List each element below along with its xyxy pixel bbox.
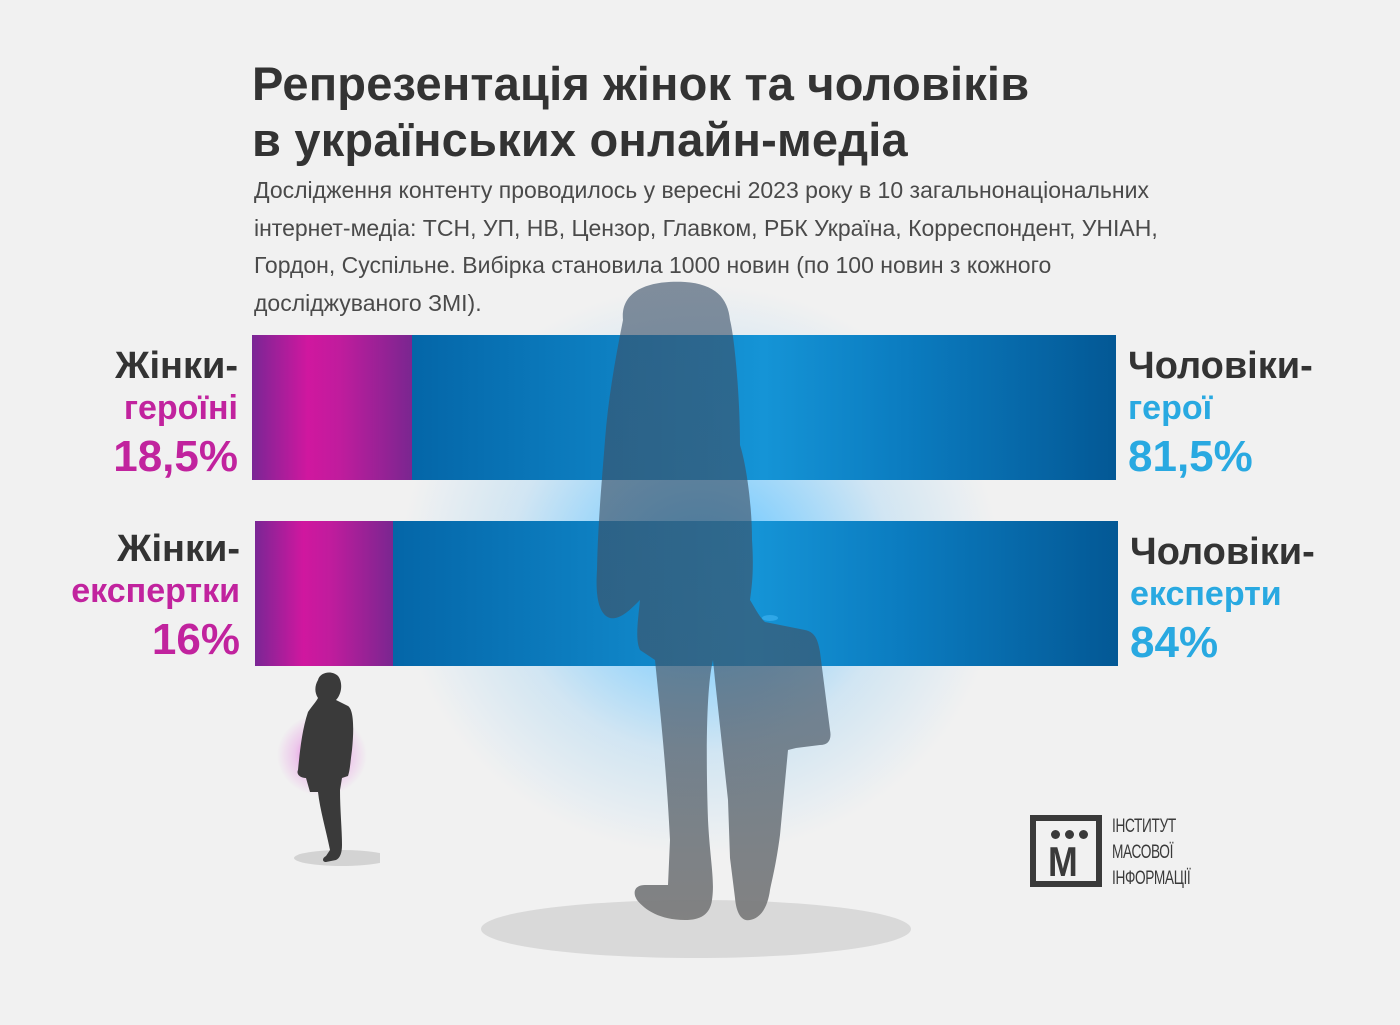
label-women-heroes-line1: Жінки- (115, 345, 238, 387)
label-women-experts-line2: експертки (71, 572, 240, 610)
logo-mark-icon: М (1030, 815, 1102, 887)
label-men-heroes-line2: герої (1128, 389, 1213, 427)
label-women-experts-line1: Жінки- (117, 528, 240, 570)
logo-line-3: ІНФОРМАЦІЇ (1112, 868, 1191, 889)
woman-silhouette-icon (294, 672, 380, 866)
logo-line-1: ІНСТИТУТ (1112, 816, 1176, 837)
bar-segment-men-heroes (412, 335, 1116, 480)
bar-heroes (252, 335, 1116, 480)
label-men-heroes-line1: Чоловіки- (1128, 345, 1313, 387)
logo-dots (1051, 830, 1088, 839)
value-women-heroes: 18,5% (113, 432, 238, 481)
logo-text: ІНСТИТУТ МАСОВОЇ ІНФОРМАЦІЇ (1112, 814, 1191, 892)
value-men-experts: 84% (1130, 618, 1219, 667)
bar-segment-women-experts (255, 521, 393, 666)
logo-glyph: М (1048, 838, 1078, 885)
chart-subtitle: Дослідження контенту проводилось у верес… (254, 177, 1158, 316)
label-men-experts-line1: Чоловіки- (1130, 531, 1315, 573)
label-men-heroes: Чоловіки- герої 81,5% (1128, 344, 1313, 486)
value-men-heroes: 81,5% (1128, 432, 1253, 481)
logo-line-2: МАСОВОЇ (1112, 842, 1174, 863)
chart-title: Репрезентація жінок та чоловіків в украї… (252, 56, 1029, 168)
bar-segment-women-heroes (252, 335, 412, 480)
value-women-experts: 16% (151, 615, 240, 664)
title-line-1: Репрезентація жінок та чоловіків (252, 57, 1030, 110)
title-line-2: в українських онлайн-медіа (252, 113, 908, 166)
imi-logo: М ІНСТИТУТ МАСОВОЇ ІНФОРМАЦІЇ (1030, 815, 1221, 892)
label-women-heroes: Жінки- героїні 18,5% (113, 344, 238, 486)
label-men-experts-line2: експерти (1130, 575, 1282, 613)
label-women-heroes-line2: героїні (123, 389, 238, 427)
label-men-experts: Чоловіки- експерти 84% (1130, 530, 1315, 672)
label-women-experts: Жінки- експертки 16% (71, 527, 240, 669)
man-silhouette-icon (596, 281, 831, 921)
